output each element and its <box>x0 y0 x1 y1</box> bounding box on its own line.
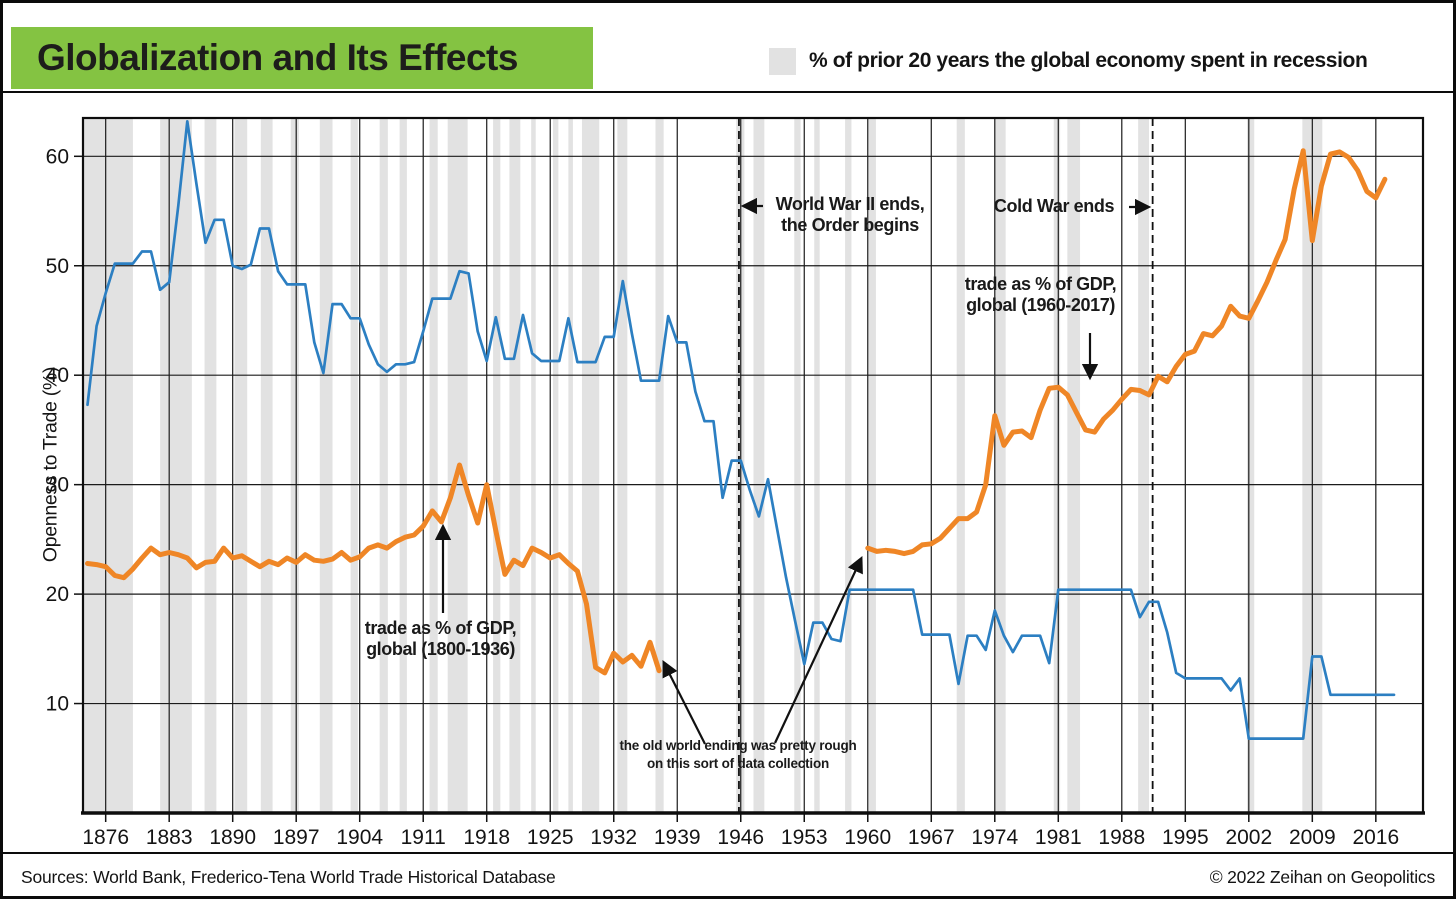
y-tick-label: 30 <box>46 474 69 497</box>
annotation-trade-1800-1936: trade as % of GDP, global (1800-1936) <box>348 618 533 660</box>
recession-band <box>290 118 299 813</box>
legend-label: % of prior 20 years the global economy s… <box>809 49 1368 72</box>
annotation-wwii-line2: the Order begins <box>781 215 919 235</box>
annotation-t1960-line1: trade as % of GDP, <box>964 274 1117 294</box>
recession-band <box>655 118 664 813</box>
x-tick-label: 1876 <box>82 826 129 849</box>
recession-band <box>429 118 438 813</box>
y-tick-label: 40 <box>46 364 69 387</box>
recession-band <box>994 118 1006 813</box>
recession-band <box>260 118 273 813</box>
recession-band <box>814 118 820 813</box>
annotation-t1800-line2: global (1800-1936) <box>366 639 515 659</box>
series-line-recession-share <box>86 119 1396 740</box>
recession-band <box>617 118 628 813</box>
recession-band <box>845 118 852 813</box>
x-tick-label: 1981 <box>1035 826 1082 849</box>
x-tick-label: 1883 <box>146 826 193 849</box>
x-tick-label: 1932 <box>590 826 637 849</box>
recession-band <box>581 118 600 813</box>
recession-band <box>399 118 407 813</box>
recession-band <box>531 118 536 813</box>
x-tick-label: 1974 <box>971 826 1018 849</box>
annotation-trade-1960-2017: trade as % of GDP, global (1960-2017) <box>948 274 1133 316</box>
chart-plot: 10 20 30 40 50 60 1876 1883 1890 1897 1904 1911 1918… <box>46 116 1425 849</box>
recession-band <box>1138 118 1150 813</box>
arrow-oldworld-right <box>774 556 863 744</box>
recession-band <box>868 118 876 813</box>
recession-band <box>204 118 217 813</box>
recession-band <box>319 118 333 813</box>
annotation-oldworld-line1: the old world ending was pretty rough <box>619 738 857 753</box>
recession-band <box>1246 118 1255 813</box>
x-tick-label: 1918 <box>463 826 510 849</box>
annotation-coldwar: Cold War ends <box>983 196 1125 217</box>
annotation-oldworld-line2: on this sort of data collection <box>646 756 830 771</box>
x-tick-label: 1953 <box>781 826 828 849</box>
source-note: Sources: World Bank, Frederico-Tena Worl… <box>21 867 556 887</box>
x-tick-label: 1911 <box>401 826 446 849</box>
recession-band <box>234 118 248 813</box>
y-tick-label: 50 <box>46 255 69 278</box>
recession-band <box>956 118 965 813</box>
x-tick-label: 1988 <box>1098 826 1145 849</box>
y-axis-title: Openness to Trade (%) <box>39 366 62 563</box>
header-divider <box>3 91 1453 93</box>
recession-band-swatch-icon <box>769 47 796 75</box>
recession-band <box>568 118 573 813</box>
title-bar: Globalization and Its Effects <box>11 27 593 89</box>
page-title: Globalization and Its Effects <box>37 37 518 78</box>
arrow-oldworld-left <box>662 660 706 745</box>
recession-band <box>509 118 521 813</box>
annotation-t1800-line1: trade as % of GDP, <box>364 618 517 638</box>
x-tick-label: 2009 <box>1289 826 1336 849</box>
recession-band <box>753 118 765 813</box>
annotation-coldwar-line1: Cold War ends <box>993 196 1115 216</box>
recession-band <box>493 118 501 813</box>
series-line-trade-gdp-1800-1936 <box>85 462 662 676</box>
x-tick-label: 2002 <box>1225 826 1272 849</box>
x-tick-label: 1939 <box>654 826 701 849</box>
x-tick-label: 1904 <box>336 826 383 849</box>
recession-band <box>794 118 801 813</box>
footer-divider <box>3 852 1453 854</box>
copyright-note: © 2022 Zeihan on Geopolitics <box>1209 867 1435 887</box>
recession-band <box>350 118 358 813</box>
annotation-wwii: World War II ends, the Order begins <box>755 194 945 236</box>
recession-band <box>1067 118 1081 813</box>
recession-band <box>552 118 559 813</box>
legend: % of prior 20 years the global economy s… <box>769 47 1368 75</box>
x-tick-label: 1925 <box>527 826 574 849</box>
recession-band <box>1053 118 1061 813</box>
y-tick-label: 10 <box>46 693 69 716</box>
x-tick-label: 1960 <box>844 826 891 849</box>
x-tick-label: 1897 <box>273 826 320 849</box>
y-tick-label: 60 <box>46 145 69 168</box>
recession-band <box>83 118 133 813</box>
annotation-wwii-line1: World War II ends, <box>775 194 925 214</box>
x-tick-label: 1946 <box>717 826 764 849</box>
annotation-oldworld: the old world ending was pretty rough on… <box>586 737 890 773</box>
x-tick-label: 1967 <box>908 826 955 849</box>
recession-band <box>379 118 388 813</box>
x-tick-label: 1995 <box>1162 826 1209 849</box>
plot-border <box>81 116 1425 815</box>
y-tick-label: 20 <box>46 583 69 606</box>
annotation-t1960-line2: global (1960-2017) <box>966 295 1115 315</box>
x-tick-label: 2016 <box>1352 826 1399 849</box>
x-tick-label: 1890 <box>209 826 256 849</box>
series-line-trade-gdp-1960-2017 <box>865 148 1388 557</box>
